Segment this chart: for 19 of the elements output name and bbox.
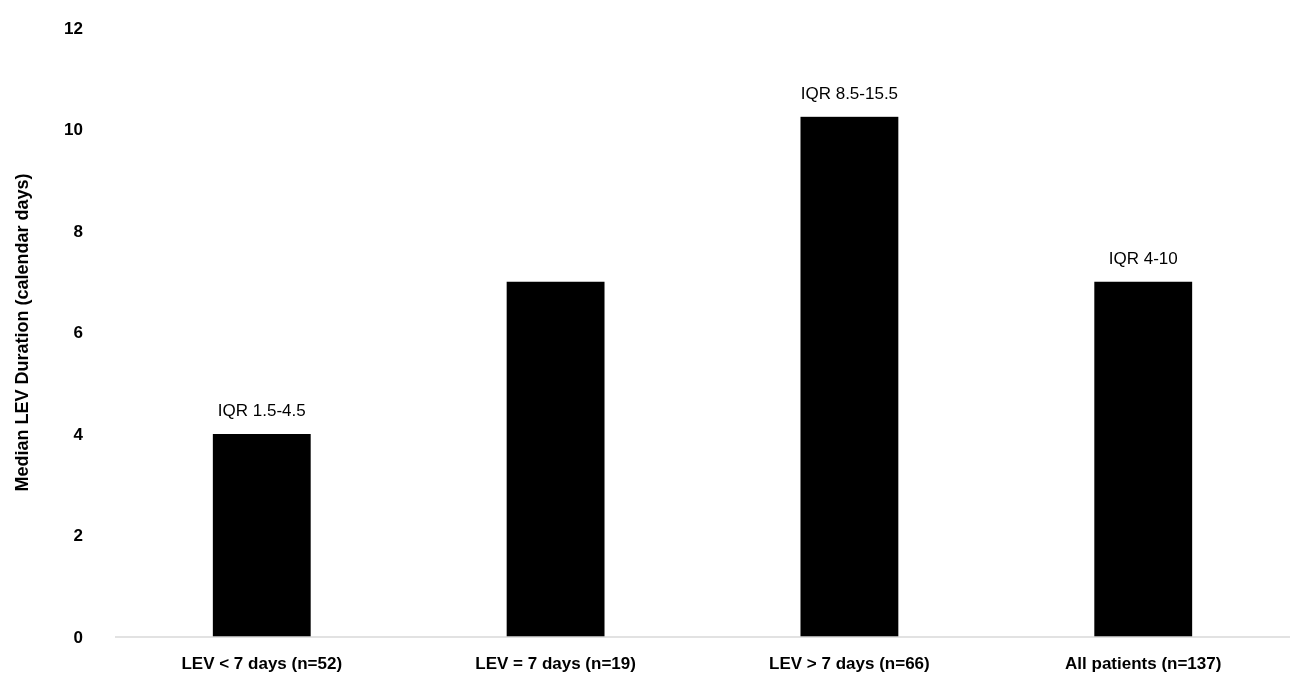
bar	[212, 434, 311, 637]
y-tick-label: 6	[73, 323, 83, 343]
annotation: IQR 8.5-15.5	[800, 83, 899, 103]
y-tick-label: 12	[64, 18, 83, 38]
x-tick-label: LEV > 7 days (n=66)	[769, 654, 930, 673]
y-tick-label: 8	[73, 221, 83, 241]
y-axis-title: Median LEV Duration (calendar days)	[12, 173, 32, 492]
x-tick-label: LEV < 7 days (n=52)	[181, 654, 343, 673]
bar	[1094, 281, 1193, 637]
y-tick-label: 0	[73, 627, 83, 647]
annotation: IQR 1.5-4.5	[217, 401, 306, 420]
y-tick-label: 2	[73, 526, 83, 546]
bar	[506, 281, 605, 637]
y-tick-label: 4	[73, 424, 84, 444]
annotation: IQR 4-10	[1108, 248, 1178, 268]
bar	[800, 116, 899, 637]
x-tick-label: LEV = 7 days (n=19)	[475, 654, 636, 673]
y-tick-label: 10	[64, 120, 83, 140]
x-tick-label: All patients (n=137)	[1065, 654, 1222, 673]
